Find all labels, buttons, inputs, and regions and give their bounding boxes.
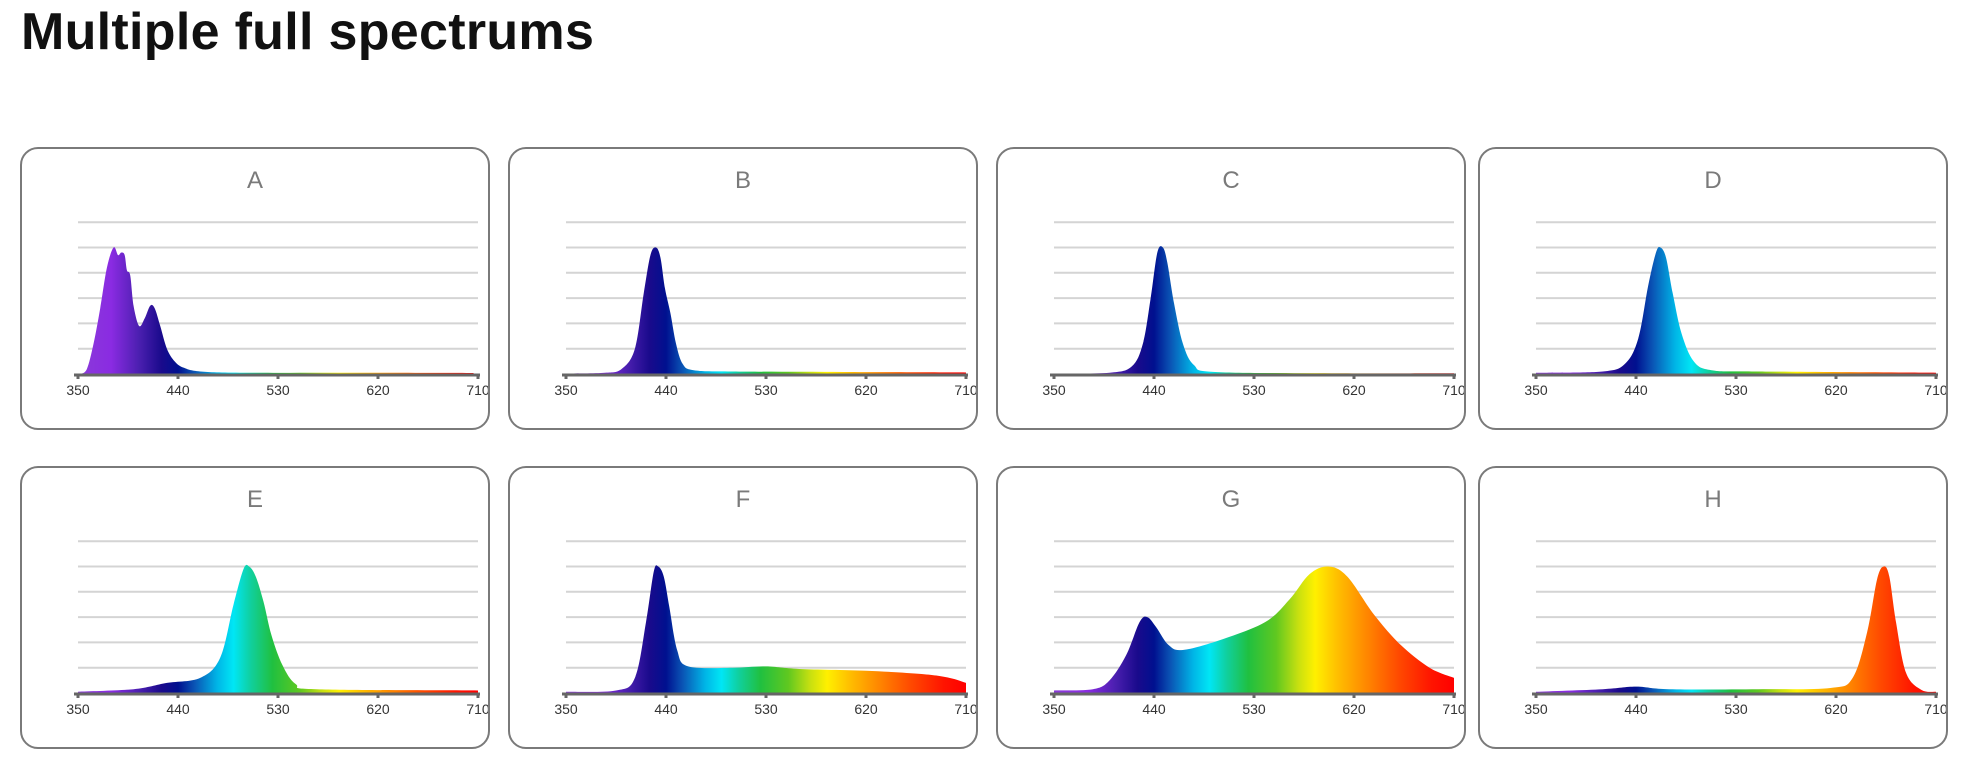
spectrum-panel-a: 350 440 530 620 710 A (20, 147, 490, 430)
x-tick-label: 350 (1042, 382, 1066, 398)
x-tick-label: 530 (754, 701, 778, 717)
x-tick-label: 710 (1924, 701, 1946, 717)
x-tick-label: 710 (1442, 382, 1464, 398)
spectrum-area (80, 247, 474, 374)
x-tick-label: 440 (1142, 701, 1166, 717)
x-tick-label: 440 (166, 701, 190, 717)
x-tick-label: 350 (554, 382, 578, 398)
spectrum-panel-b: 350 440 530 620 710 B (508, 147, 978, 430)
x-tick-label: 530 (1242, 382, 1266, 398)
x-tick-label: 440 (166, 382, 190, 398)
spectrum-area (78, 564, 478, 693)
panel-label: G (1221, 486, 1241, 513)
x-tick-label: 350 (1524, 701, 1548, 717)
x-tick-label: 530 (754, 382, 778, 398)
x-tick-label: 710 (466, 382, 488, 398)
x-tick-label: 440 (1624, 701, 1648, 717)
panel-label: E (246, 486, 263, 513)
spectrum-panel-h: 350 440 530 620 710 H (1478, 466, 1948, 749)
x-tick-label: 440 (654, 701, 678, 717)
x-tick-label: 530 (266, 701, 290, 717)
spectrum-chart: 350 440 530 620 710 (554, 221, 976, 398)
x-tick-label: 350 (1524, 382, 1548, 398)
panel-label: C (1222, 167, 1240, 194)
spectrum-chart: 350 440 530 620 710 (66, 221, 488, 398)
spectrum-panel-d: 350 440 530 620 710 D (1478, 147, 1948, 430)
spectrum-panel-e: 350 440 530 620 710 E (20, 466, 490, 749)
x-tick-label: 620 (854, 701, 878, 717)
panel-label: B (734, 167, 751, 194)
x-tick-label: 350 (66, 701, 90, 717)
x-tick-label: 530 (266, 382, 290, 398)
x-tick-label: 440 (654, 382, 678, 398)
spectrum-chart: 350 440 530 620 710 (1524, 540, 1946, 717)
x-tick-label: 440 (1142, 382, 1166, 398)
x-tick-label: 710 (954, 701, 976, 717)
spectrum-area (1054, 246, 1454, 374)
spectrum-chart: 350 440 530 620 710 (1524, 221, 1946, 398)
spectrum-area (1536, 247, 1936, 374)
spectrum-chart: 350 440 530 620 710 (66, 540, 488, 717)
spectrum-panel-c: 350 440 530 620 710 C (996, 147, 1466, 430)
x-tick-label: 350 (1042, 701, 1066, 717)
spectrum-chart: 350 440 530 620 710 (554, 540, 976, 717)
x-tick-label: 620 (1342, 701, 1366, 717)
x-tick-label: 350 (554, 701, 578, 717)
spectrum-area (1054, 566, 1454, 693)
panel-label: D (1704, 167, 1722, 194)
x-tick-label: 530 (1724, 382, 1748, 398)
spectrum-panel-f: 350 440 530 620 710 F (508, 466, 978, 749)
x-tick-label: 710 (954, 382, 976, 398)
x-tick-label: 620 (366, 382, 390, 398)
x-tick-label: 620 (1824, 382, 1848, 398)
spectrum-panel-g: 350 440 530 620 710 G (996, 466, 1466, 749)
x-tick-label: 620 (854, 382, 878, 398)
panel-label: A (246, 167, 263, 194)
spectrum-chart: 350 440 530 620 710 (1042, 221, 1464, 398)
spectrum-area (566, 247, 966, 374)
page-title: Multiple full spectrums (21, 3, 595, 61)
x-tick-label: 440 (1624, 382, 1648, 398)
spectrum-chart: 350 440 530 620 710 (1042, 540, 1464, 717)
x-tick-label: 530 (1724, 701, 1748, 717)
x-tick-label: 620 (1342, 382, 1366, 398)
x-tick-label: 710 (466, 701, 488, 717)
x-tick-label: 350 (66, 382, 90, 398)
spectrum-area (1536, 566, 1936, 693)
x-tick-label: 710 (1924, 382, 1946, 398)
panel-label: F (735, 486, 751, 513)
x-tick-label: 620 (1824, 701, 1848, 717)
x-tick-label: 530 (1242, 701, 1266, 717)
panel-label: H (1704, 486, 1722, 513)
x-tick-label: 620 (366, 701, 390, 717)
x-tick-label: 710 (1442, 701, 1464, 717)
spectrum-area (566, 565, 966, 693)
